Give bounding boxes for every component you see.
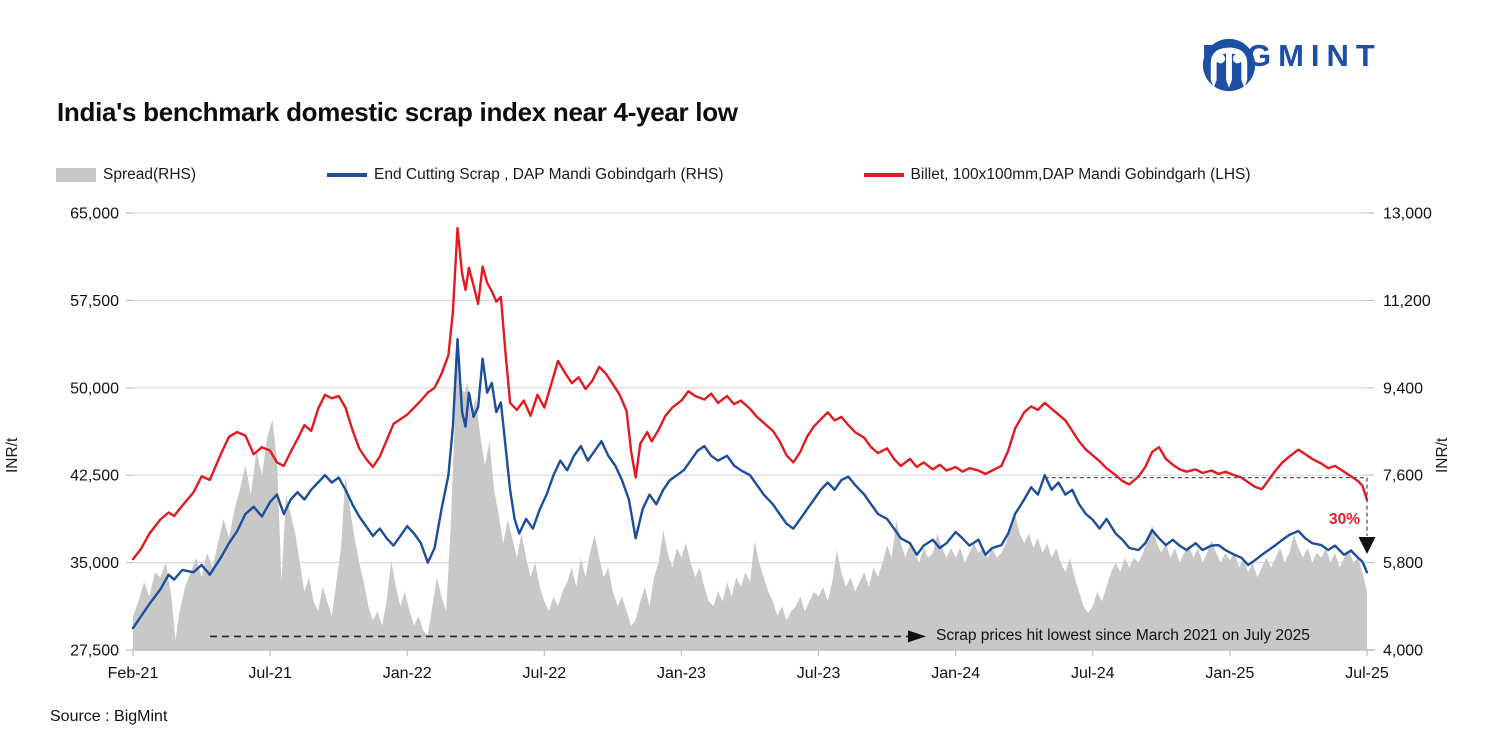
x-axis-label: Feb-21 [108, 665, 159, 682]
y-axis-title-right: INR/t [1434, 437, 1451, 473]
x-axis-label: Jul-24 [1071, 665, 1115, 682]
bigmint-logo: BIGMINT [1202, 38, 1382, 92]
page-title: India's benchmark domestic scrap index n… [57, 97, 738, 127]
y-axis-label-lhs: 27,500 [70, 643, 119, 660]
x-axis-label: Jan-24 [931, 665, 980, 682]
spread-swatch-icon [56, 168, 96, 182]
decline-arrowhead-icon [1358, 537, 1376, 554]
x-axis-label: Jul-25 [1345, 665, 1389, 682]
y-axis-label-lhs: 42,500 [70, 468, 119, 485]
y-axis-label-lhs: 35,000 [70, 555, 119, 572]
y-axis-label-rhs: 7,600 [1383, 468, 1423, 485]
lowest-note-arrowhead-icon [908, 630, 926, 643]
y-axis-label-lhs: 57,500 [70, 293, 119, 310]
scrap-line-swatch-icon [327, 173, 368, 177]
y-axis-label-lhs: 65,000 [70, 206, 119, 223]
chart-legend: Spread(RHS) End Cutting Scrap , DAP Mand… [56, 166, 1356, 184]
scrap-line [131, 338, 1369, 630]
billet-line-swatch-icon [863, 173, 904, 177]
billet-line [131, 226, 1369, 561]
x-axis-label: Jan-23 [657, 665, 706, 682]
x-axis-label: Jul-21 [248, 665, 292, 682]
y-axis-label-lhs: 50,000 [70, 380, 119, 397]
legend-item-billet: Billet, 100x100mm,DAP Mandi Gobindgarh (… [863, 166, 1251, 184]
x-axis-label: Jul-23 [797, 665, 841, 682]
y-axis-label-rhs: 5,800 [1383, 555, 1423, 572]
legend-item-scrap: End Cutting Scrap , DAP Mandi Gobindgarh… [327, 166, 724, 184]
legend-label-billet: Billet, 100x100mm,DAP Mandi Gobindgarh (… [910, 166, 1251, 183]
legend-label-spread: Spread(RHS) [103, 166, 197, 183]
bigmint-logo-icon [1202, 38, 1256, 92]
y-axis-label-rhs: 9,400 [1383, 380, 1423, 397]
spread-area [133, 332, 1367, 650]
y-axis-title-left: INR/t [4, 437, 21, 473]
y-axis-label-rhs: 11,200 [1383, 293, 1431, 310]
lowest-note-annotation: Scrap prices hit lowest since March 2021… [936, 627, 1310, 644]
legend-item-spread: Spread(RHS) [56, 166, 196, 184]
decline-pct-annotation: 30% [1328, 511, 1360, 528]
source-note: Source : BigMint [50, 708, 168, 725]
legend-label-scrap: End Cutting Scrap , DAP Mandi Gobindgarh… [374, 166, 724, 183]
x-axis-label: Jan-22 [383, 665, 432, 682]
y-axis-label-rhs: 13,000 [1383, 206, 1432, 223]
x-axis-label: Jan-25 [1205, 665, 1254, 682]
y-axis-label-rhs: 4,000 [1383, 643, 1423, 660]
x-axis-label: Jul-22 [523, 665, 567, 682]
